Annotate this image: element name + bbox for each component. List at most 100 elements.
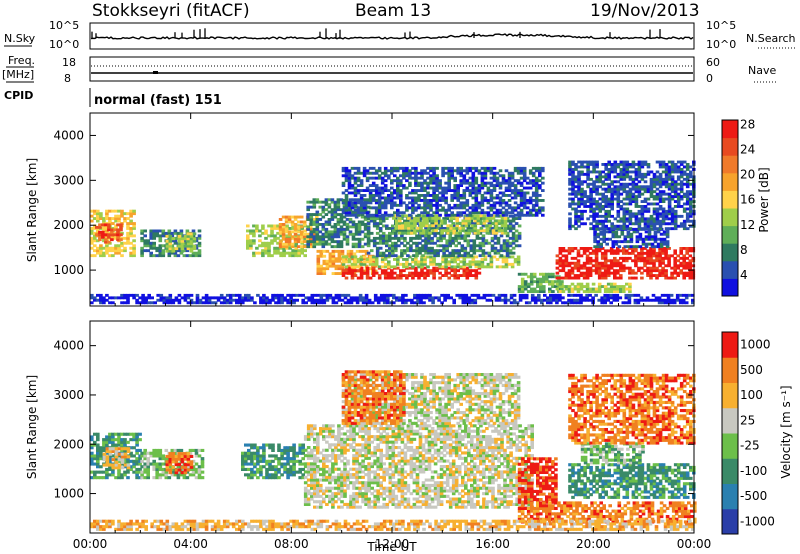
heatmap-cell — [628, 222, 633, 226]
heatmap-cell — [363, 242, 368, 246]
heatmap-cell — [505, 231, 510, 235]
heatmap-cell — [378, 219, 383, 223]
heatmap-cell — [126, 231, 130, 235]
heatmap-cell — [405, 171, 409, 175]
heatmap-cell — [165, 301, 170, 305]
heatmap-cell — [652, 195, 657, 198]
heatmap-cell — [689, 207, 693, 211]
heatmap-cell — [580, 160, 584, 164]
heatmap-cell — [606, 298, 610, 302]
heatmap-cell — [396, 266, 400, 270]
heatmap-cell — [468, 271, 473, 275]
heatmap-cell — [99, 298, 103, 302]
heatmap-cell — [356, 213, 361, 217]
heatmap-cell — [682, 202, 687, 206]
heatmap-cell — [438, 196, 442, 200]
heatmap-cell — [658, 251, 662, 255]
heatmap-cell — [267, 224, 271, 228]
heatmap-cell — [625, 209, 630, 213]
heatmap-cell — [489, 184, 494, 187]
heatmap-cell — [186, 247, 191, 251]
heatmap-cell — [504, 260, 509, 264]
heatmap-cell — [489, 258, 494, 261]
heatmap-cell — [500, 231, 505, 235]
heatmap-cell — [189, 301, 194, 305]
heatmap-cell — [429, 169, 433, 173]
heatmap-cell — [670, 165, 675, 169]
heatmap-cell — [432, 169, 436, 173]
heatmap-cell — [116, 230, 120, 234]
heatmap-cell — [679, 197, 684, 201]
heatmap-cell — [676, 195, 681, 198]
heatmap-cell — [446, 226, 450, 230]
heatmap-cell — [300, 251, 304, 255]
heatmap-cell — [393, 196, 397, 200]
heatmap-cell — [374, 206, 379, 210]
heatmap-cell — [177, 293, 182, 297]
heatmap-cell — [276, 236, 280, 240]
heatmap-cell — [667, 254, 671, 258]
heatmap-cell — [634, 205, 639, 208]
heatmap-cell — [405, 166, 409, 170]
heatmap-cell — [370, 264, 375, 268]
heatmap-cell — [392, 214, 396, 218]
heatmap-cell — [207, 296, 212, 300]
heatmap-cell — [504, 265, 509, 269]
heatmap-cell — [408, 262, 412, 266]
heatmap-cell — [595, 185, 599, 189]
heatmap-cell — [613, 180, 618, 184]
heatmap-cell — [676, 165, 681, 169]
heatmap-cell — [414, 189, 418, 192]
heatmap-cell — [666, 301, 671, 305]
heatmap-cell — [423, 196, 427, 200]
heatmap-cell — [104, 223, 108, 227]
heatmap-cell — [408, 255, 412, 259]
heatmap-cell — [351, 225, 356, 229]
heatmap-cell — [462, 265, 467, 269]
heatmap-cell — [574, 168, 578, 171]
heatmap-cell — [344, 201, 349, 205]
heatmap-cell — [513, 258, 518, 261]
heatmap-cell — [447, 276, 451, 280]
heatmap-cell — [598, 205, 602, 208]
heatmap-cell — [667, 175, 672, 179]
heatmap-cell — [542, 280, 546, 284]
heatmap-cell — [452, 231, 456, 235]
heatmap-cell — [453, 191, 457, 195]
heatmap-cell — [339, 225, 344, 229]
heatmap-cell — [496, 249, 501, 253]
heatmap-cell — [601, 207, 605, 211]
heatmap-cell — [459, 206, 463, 210]
heatmap-cell — [170, 231, 175, 235]
heatmap-cell — [331, 298, 336, 302]
heatmap-cell — [574, 217, 578, 221]
heatmap-cell — [516, 211, 521, 215]
heatmap-cell — [261, 227, 265, 230]
heatmap-cell — [498, 181, 503, 185]
heatmap-cell — [156, 298, 160, 302]
heatmap-cell — [349, 252, 354, 256]
heatmap-cell — [438, 208, 442, 212]
heatmap-cell — [619, 290, 623, 293]
heatmap-cell — [219, 301, 224, 305]
heatmap-cell — [462, 260, 467, 264]
heatmap-cell — [423, 274, 427, 277]
heatmap-cell — [116, 233, 120, 237]
heatmap-cell — [574, 214, 578, 218]
heatmap-cell — [661, 259, 665, 263]
heatmap-cell — [291, 251, 295, 255]
heatmap-cell — [444, 171, 448, 175]
heatmap-cell — [490, 236, 495, 240]
heatmap-cell — [667, 217, 672, 221]
heatmap-cell — [647, 232, 652, 236]
heatmap-cell — [613, 227, 618, 231]
heatmap-cell — [464, 293, 469, 297]
heatmap-cell — [398, 216, 402, 220]
heatmap-cell — [670, 219, 675, 223]
heatmap-cell — [522, 176, 527, 180]
heatmap-cell — [449, 219, 453, 223]
heatmap-cell — [250, 296, 254, 300]
heatmap-cell — [598, 202, 602, 206]
heatmap-cell — [374, 262, 379, 266]
heatmap-cell — [652, 177, 657, 181]
